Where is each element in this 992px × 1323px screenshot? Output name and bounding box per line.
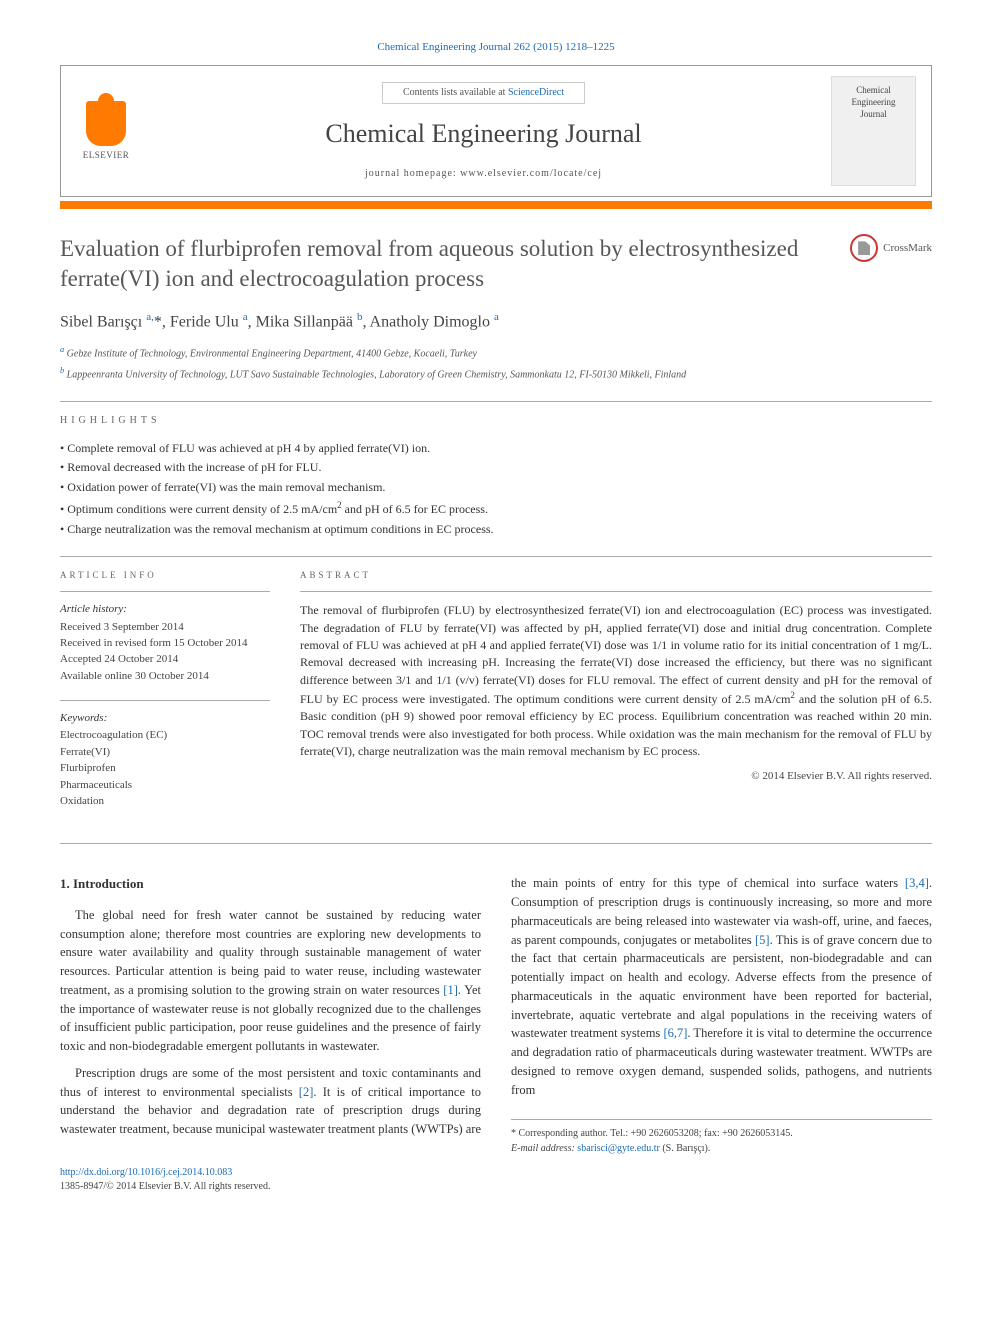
highlight-item: Charge neutralization was the removal me…	[60, 521, 932, 538]
history-line: Accepted 24 October 2014	[60, 652, 270, 667]
history-line: Received in revised form 15 October 2014	[60, 636, 270, 651]
homepage-line: journal homepage: www.elsevier.com/locat…	[136, 167, 831, 181]
sciencedirect-link[interactable]: ScienceDirect	[508, 87, 564, 98]
elsevier-logo[interactable]: ELSEVIER	[76, 96, 136, 166]
affiliation-line: b Lappeenranta University of Technology,…	[60, 365, 932, 382]
history-heading: Article history:	[60, 602, 270, 617]
highlight-item: Oxidation power of ferrate(VI) was the m…	[60, 479, 932, 496]
highlights-list: Complete removal of FLU was achieved at …	[60, 440, 932, 538]
highlights-heading: HIGHLIGHTS	[60, 414, 932, 428]
body-columns: 1. Introduction The global need for fres…	[60, 874, 932, 1156]
journal-name: Chemical Engineering Journal	[136, 116, 831, 152]
article-info-column: ARTICLE INFO Article history: Received 3…	[60, 569, 270, 826]
article-title: Evaluation of flurbiprofen removal from …	[60, 234, 835, 294]
abstract-column: ABSTRACT The removal of flurbiprofen (FL…	[300, 569, 932, 826]
crossmark-icon	[850, 234, 878, 262]
keyword-line: Pharmaceuticals	[60, 778, 270, 793]
history-line: Received 3 September 2014	[60, 620, 270, 635]
doi-footer: http://dx.doi.org/10.1016/j.cej.2014.10.…	[60, 1166, 932, 1194]
section-1-heading: 1. Introduction	[60, 874, 481, 894]
keyword-line: Oxidation	[60, 794, 270, 809]
authors-line: Sibel Barışçı a,*, Feride Ulu a, Mika Si…	[60, 310, 932, 334]
keyword-line: Electrocoagulation (EC)	[60, 728, 270, 743]
homepage-url[interactable]: www.elsevier.com/locate/cej	[460, 168, 602, 179]
journal-header-box: ELSEVIER Contents lists available at Sci…	[60, 65, 932, 197]
highlight-item: Optimum conditions were current density …	[60, 499, 932, 518]
abstract-text: The removal of flurbiprofen (FLU) by ele…	[300, 591, 932, 761]
crossmark-badge[interactable]: CrossMark	[850, 234, 932, 262]
keyword-line: Ferrate(VI)	[60, 745, 270, 760]
abstract-copyright: © 2014 Elsevier B.V. All rights reserved…	[300, 769, 932, 784]
affiliation-line: a Gebze Institute of Technology, Environ…	[60, 344, 932, 361]
contents-line: Contents lists available at ScienceDirec…	[382, 82, 585, 104]
keyword-line: Flurbiprofen	[60, 761, 270, 776]
doi-link[interactable]: http://dx.doi.org/10.1016/j.cej.2014.10.…	[60, 1167, 232, 1178]
affiliations-block: a Gebze Institute of Technology, Environ…	[60, 344, 932, 383]
history-line: Available online 30 October 2014	[60, 669, 270, 684]
journal-cover-thumb: Chemical Engineering Journal	[831, 76, 916, 186]
corresponding-email[interactable]: sbarisci@gyte.edu.tr	[577, 1143, 660, 1154]
orange-divider	[60, 201, 932, 209]
keywords-heading: Keywords:	[60, 711, 270, 726]
corresponding-footnote: * Corresponding author. Tel.: +90 262605…	[511, 1119, 932, 1156]
body-paragraph: The global need for fresh water cannot b…	[60, 906, 481, 1056]
highlight-item: Complete removal of FLU was achieved at …	[60, 440, 932, 457]
citation-link[interactable]: Chemical Engineering Journal 262 (2015) …	[60, 40, 932, 55]
highlight-item: Removal decreased with the increase of p…	[60, 459, 932, 476]
